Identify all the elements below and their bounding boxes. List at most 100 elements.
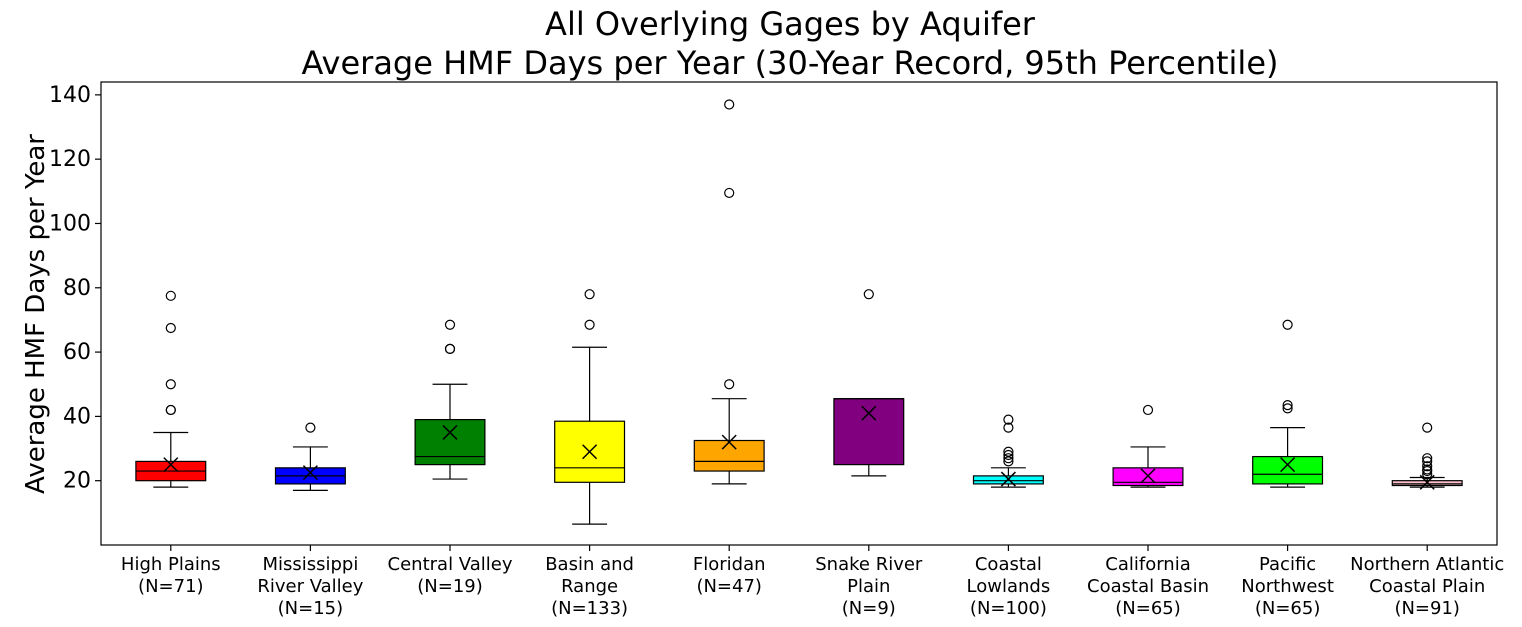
x-tick-label-line: High Plains [121, 554, 221, 575]
x-tick-label-line: California [1105, 554, 1190, 575]
iqr-box [414, 419, 486, 466]
mean-marker-stroke [721, 434, 737, 450]
x-tick-label-line: Snake River [815, 554, 923, 575]
box-group-6 [972, 414, 1044, 488]
x-tick-label-line: Floridan [693, 554, 766, 575]
outlier-point [1003, 414, 1014, 425]
mean-marker [582, 444, 598, 460]
x-tick-label: Snake River Plain (N=9) [815, 554, 923, 619]
box-group-2 [414, 319, 486, 480]
iqr-box [833, 398, 905, 466]
outlier-point [584, 289, 595, 300]
outlier-point [1422, 422, 1433, 433]
x-tick-label-line: Northwest [1241, 576, 1334, 597]
mean-marker [1140, 468, 1156, 484]
x-tick-label-line: Coastal Basin [1087, 576, 1209, 597]
x-tick-label-line: (N=65) [1255, 598, 1321, 619]
x-tick-label-line: Range [561, 576, 618, 597]
mean-marker [1280, 457, 1296, 473]
x-tick-label-line: (N=133) [551, 598, 628, 619]
x-tick-label: Coastal Lowlands (N=100) [967, 554, 1051, 619]
outlier-point [1282, 403, 1293, 414]
x-tick-label-line: (N=100) [970, 598, 1047, 619]
outlier-point [1422, 461, 1433, 472]
outlier-point [444, 343, 456, 354]
iqr-box [1252, 455, 1324, 485]
y-tick-label: 100 [49, 211, 91, 236]
plot-area: 20 40 60 80 100 120 140 High Plains (N=71) Missis… [49, 81, 1504, 619]
mean-marker-stroke [861, 405, 877, 421]
y-tick-label: 80 [63, 276, 91, 301]
x-tick-label: Pacific Northwest (N=65) [1241, 554, 1334, 619]
x-tick-label: Central Valley (N=19) [388, 554, 513, 597]
outlier-point [1422, 464, 1433, 475]
box-group-0 [135, 290, 207, 488]
box-group-5 [833, 289, 905, 477]
mean-marker [442, 424, 458, 440]
x-tick-label: Floridan (N=47) [693, 554, 766, 597]
x-tick-label-line: Basin and [545, 554, 634, 575]
outlier-point [165, 322, 176, 334]
outlier-point [165, 290, 176, 301]
mean-marker-stroke [302, 465, 318, 481]
chart-title-line-2: Average HMF Days per Year (30-Year Recor… [302, 44, 1279, 82]
mean-marker-stroke [1280, 457, 1296, 473]
y-tick-label: 140 [49, 83, 91, 108]
outlier-point [1422, 453, 1433, 464]
outlier-point [1003, 446, 1014, 457]
y-tick-label: 20 [63, 469, 91, 494]
outlier-point [1282, 400, 1293, 411]
mean-marker [1419, 474, 1435, 490]
y-tick-label: 60 [63, 340, 91, 365]
outlier-point [724, 187, 735, 199]
x-tick-label-line: (N=71) [138, 576, 204, 597]
outlier-point [863, 289, 874, 300]
outlier-point [584, 319, 595, 330]
outlier-point [724, 99, 735, 110]
outlier-point [1422, 456, 1433, 467]
box-group-9 [1391, 422, 1463, 490]
x-tick-label-line: Plain [847, 576, 890, 597]
mean-marker [861, 405, 877, 421]
y-tick-label: 120 [49, 147, 91, 172]
mean-marker-stroke [163, 457, 179, 473]
mean-marker [721, 434, 737, 450]
x-tick-label-line: (N=91) [1394, 598, 1460, 619]
outlier-point [1003, 422, 1014, 433]
box-group-3 [554, 289, 626, 525]
x-tick-label: Mississippi River Valley (N=15) [257, 554, 363, 619]
outlier-point [1003, 453, 1014, 464]
mean-marker [163, 457, 179, 473]
y-axis-label: Average HMF Days per Year [21, 134, 51, 494]
x-tick-label-line: Northern Atlantic [1350, 554, 1504, 575]
x-tick-label-line: (N=15) [278, 598, 344, 619]
x-tick-label-line: Coastal [975, 554, 1042, 575]
x-tick-label-line: Central Valley [388, 554, 513, 575]
x-tick-label-line: Coastal Plain [1369, 576, 1485, 597]
outlier-point [1422, 469, 1433, 480]
mean-marker [302, 465, 318, 481]
box-group-1 [274, 422, 346, 491]
y-tick-label: 40 [63, 404, 91, 429]
mean-marker-stroke [582, 444, 598, 460]
x-tick-label-line: River Valley [257, 576, 363, 597]
box-group-8 [1252, 319, 1324, 488]
mean-marker-stroke [1419, 474, 1435, 490]
outlier-point [305, 422, 316, 433]
mean-marker-stroke [1000, 471, 1016, 487]
iqr-box [693, 439, 765, 472]
x-tick-label: Basin and Range (N=133) [545, 554, 634, 619]
outlier-point [1282, 319, 1293, 330]
plot-frame [100, 81, 1498, 546]
chart-title-line-1: All Overlying Gages by Aquifer [545, 5, 1036, 43]
outlier-point [724, 379, 735, 390]
x-tick-label: Northern Atlantic Coastal Plain (N=91) [1350, 554, 1504, 619]
outlier-point [1003, 449, 1014, 461]
outlier-point [1003, 456, 1014, 467]
x-tick-label-line: (N=9) [842, 598, 896, 619]
x-tick-label-line: Mississippi [262, 554, 358, 575]
mean-marker-stroke [442, 424, 458, 440]
x-tick-label-line: (N=65) [1115, 598, 1181, 619]
